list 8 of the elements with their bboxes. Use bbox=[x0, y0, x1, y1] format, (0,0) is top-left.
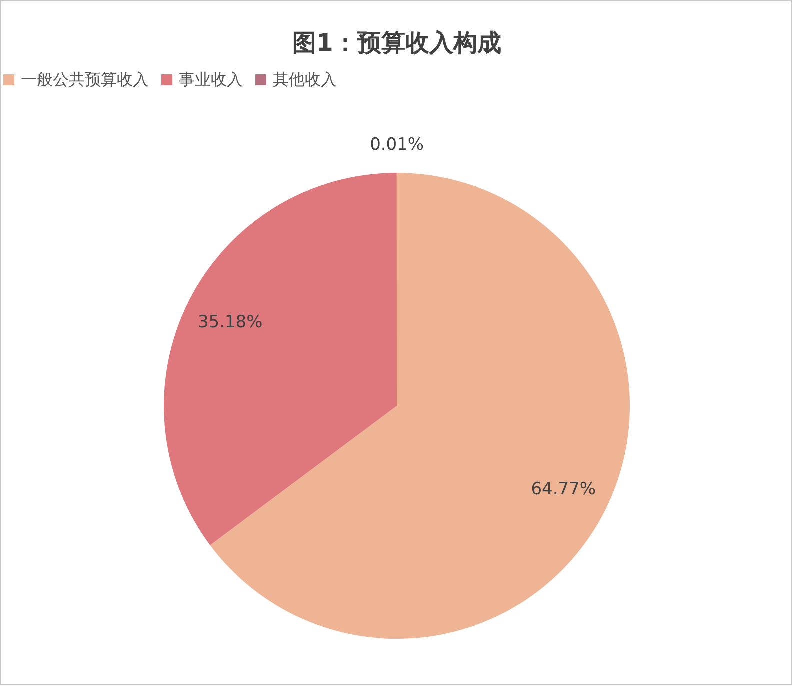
chart-title: 图1：预算收入构成 bbox=[292, 29, 502, 57]
legend-label: 事业收入 bbox=[179, 70, 243, 89]
data-label: 64.77% bbox=[531, 480, 596, 500]
data-label: 0.01% bbox=[370, 135, 424, 155]
legend-label: 一般公共预算收入 bbox=[21, 70, 149, 89]
pie-slice bbox=[164, 173, 397, 546]
data-label: 35.18% bbox=[198, 312, 263, 332]
legend-label: 其他收入 bbox=[273, 70, 337, 89]
